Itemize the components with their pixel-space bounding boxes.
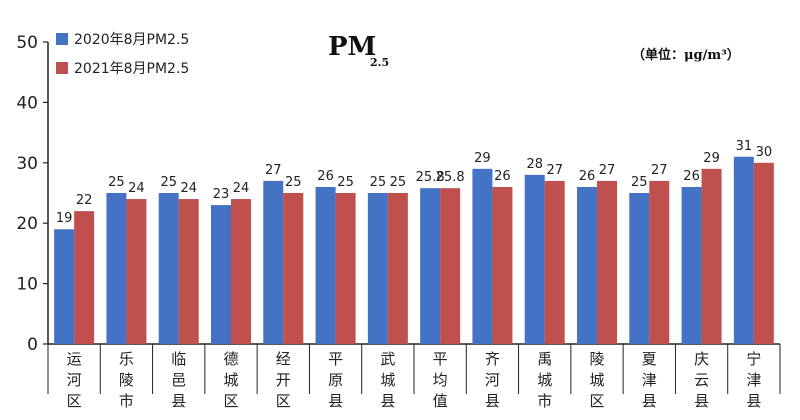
bar-2021: [74, 211, 95, 344]
data-label-2021: 24: [180, 181, 197, 196]
data-label-2021: 26: [494, 169, 511, 184]
data-label-2020: 26: [579, 169, 596, 184]
y-tick-label: 30: [16, 154, 38, 174]
bar-2021: [753, 162, 774, 344]
bar-2021: [387, 193, 408, 344]
bar-2021: [283, 193, 304, 344]
bar-2020: [733, 156, 754, 344]
bar-2021: [492, 186, 513, 344]
legend: 2020年8月PM2.5 2021年8月PM2.5: [56, 30, 189, 88]
bar-2021: [544, 180, 565, 344]
data-label-2021: 25: [285, 175, 302, 190]
unit-label: （单位：μg/m³）: [632, 48, 740, 63]
data-label-2021: 22: [76, 193, 93, 208]
y-tick-label: 10: [16, 275, 38, 295]
data-label-2020: 25: [108, 175, 125, 190]
x-tick-label: 武城县: [380, 350, 395, 410]
bar-2021: [335, 193, 356, 344]
bar-2021: [649, 180, 670, 344]
legend-swatch-2021: [56, 62, 68, 74]
bar-2020: [315, 186, 336, 344]
x-tick-label: 德城区: [223, 350, 238, 410]
bar-2021: [701, 168, 722, 344]
bar-2020: [472, 168, 493, 344]
data-label-2020: 26: [317, 169, 334, 184]
y-tick-label: 40: [16, 93, 38, 113]
x-tick-label: 齐河县: [485, 350, 500, 410]
data-label-2020: 29: [474, 151, 491, 166]
data-label-2021: 27: [651, 163, 668, 178]
data-label-2021: 25: [337, 175, 354, 190]
x-tick-label: 陵城区: [589, 350, 604, 410]
bar-2020: [106, 193, 127, 344]
x-tick-label: 庆云县: [694, 350, 709, 410]
chart-title: PM: [328, 32, 377, 62]
y-tick-label: 20: [16, 214, 38, 234]
data-label-2021: 27: [599, 163, 616, 178]
data-label-2021: 27: [546, 163, 563, 178]
chart-title-subscript: 2.5: [370, 56, 390, 69]
bar-2020: [54, 229, 75, 344]
bar-2020: [211, 205, 231, 344]
bar-2021: [231, 199, 251, 344]
legend-item-2021: 2021年8月PM2.5: [56, 59, 189, 77]
y-tick-label: 50: [16, 33, 38, 53]
legend-item-2020: 2020年8月PM2.5: [56, 30, 189, 48]
x-tick-label: 平均值: [433, 350, 448, 410]
data-label-2021: 29: [703, 151, 720, 166]
x-tick-label: 平原县: [328, 350, 343, 410]
bar-2020: [524, 174, 545, 344]
bar-2021: [597, 180, 617, 344]
bar-2020: [681, 186, 702, 344]
x-tick-label: 经开区: [276, 350, 291, 410]
bar-2020: [420, 188, 441, 344]
bar-2021: [126, 199, 147, 344]
data-label-2021: 24: [128, 181, 145, 196]
bar-2020: [263, 180, 284, 344]
data-label-2020: 25.8: [416, 170, 445, 185]
legend-label-2021: 2021年8月PM2.5: [74, 61, 190, 77]
bar-2020: [367, 193, 388, 344]
x-tick-label: 临邑县: [171, 350, 186, 410]
data-label-2021: 25.8: [436, 170, 465, 185]
data-label-2021: 30: [756, 145, 773, 160]
data-label-2021: 25: [390, 175, 407, 190]
x-tick-label: 乐陵市: [119, 350, 134, 410]
x-tick-label: 禹城市: [537, 350, 552, 410]
bar-2020: [629, 193, 650, 344]
data-label-2020: 25: [631, 175, 648, 190]
data-label-2020: 28: [526, 157, 543, 172]
data-label-2020: 31: [736, 139, 753, 154]
x-tick-label: 宁津县: [746, 350, 761, 410]
data-label-2020: 25: [160, 175, 177, 190]
data-label-2020: 25: [370, 175, 387, 190]
data-label-2020: 19: [56, 211, 73, 226]
data-label-2021: 24: [233, 181, 250, 196]
legend-swatch-2020: [56, 33, 68, 45]
bar-2020: [577, 186, 597, 344]
bar-2020: [158, 193, 179, 344]
data-label-2020: 26: [683, 169, 700, 184]
x-tick-label: 夏津县: [642, 350, 657, 410]
y-tick-label: 0: [27, 335, 38, 355]
data-label-2020: 27: [265, 163, 282, 178]
bar-2021: [178, 199, 199, 344]
legend-label-2020: 2020年8月PM2.5: [74, 32, 190, 48]
x-tick-label: 运河区: [67, 350, 82, 410]
bar-2021: [440, 188, 461, 344]
data-label-2020: 23: [213, 187, 230, 202]
